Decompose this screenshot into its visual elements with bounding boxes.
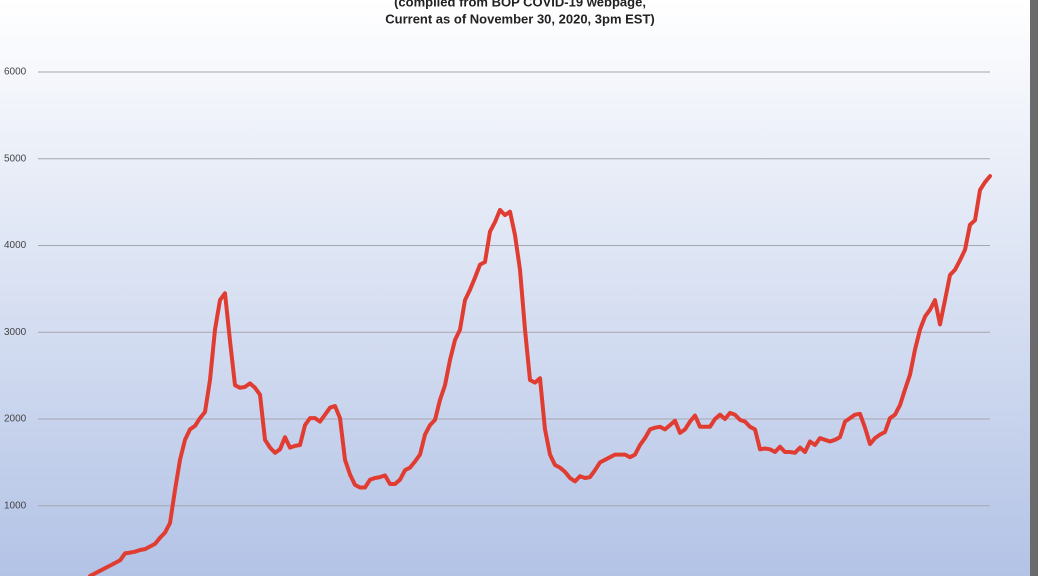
subtitle: (compiled from BOP COVID-19 webpage,: [394, 0, 646, 9]
y-tick-label: 1000: [4, 500, 27, 511]
grid: 1000 2000 3000 4000 5000 6000: [4, 67, 990, 511]
plot: [88, 174, 992, 576]
data-line: [88, 174, 992, 576]
y-tick-label: 5000: [4, 153, 27, 164]
y-tick-label: 3000: [4, 327, 27, 338]
subtitle: Current as of November 30, 2020, 3pm EST…: [385, 11, 654, 26]
y-tick-label: 4000: [4, 240, 27, 251]
border: [1030, 0, 1038, 576]
y-tick-label: 6000: [4, 67, 27, 78]
y-tick-label: 2000: [4, 414, 27, 425]
